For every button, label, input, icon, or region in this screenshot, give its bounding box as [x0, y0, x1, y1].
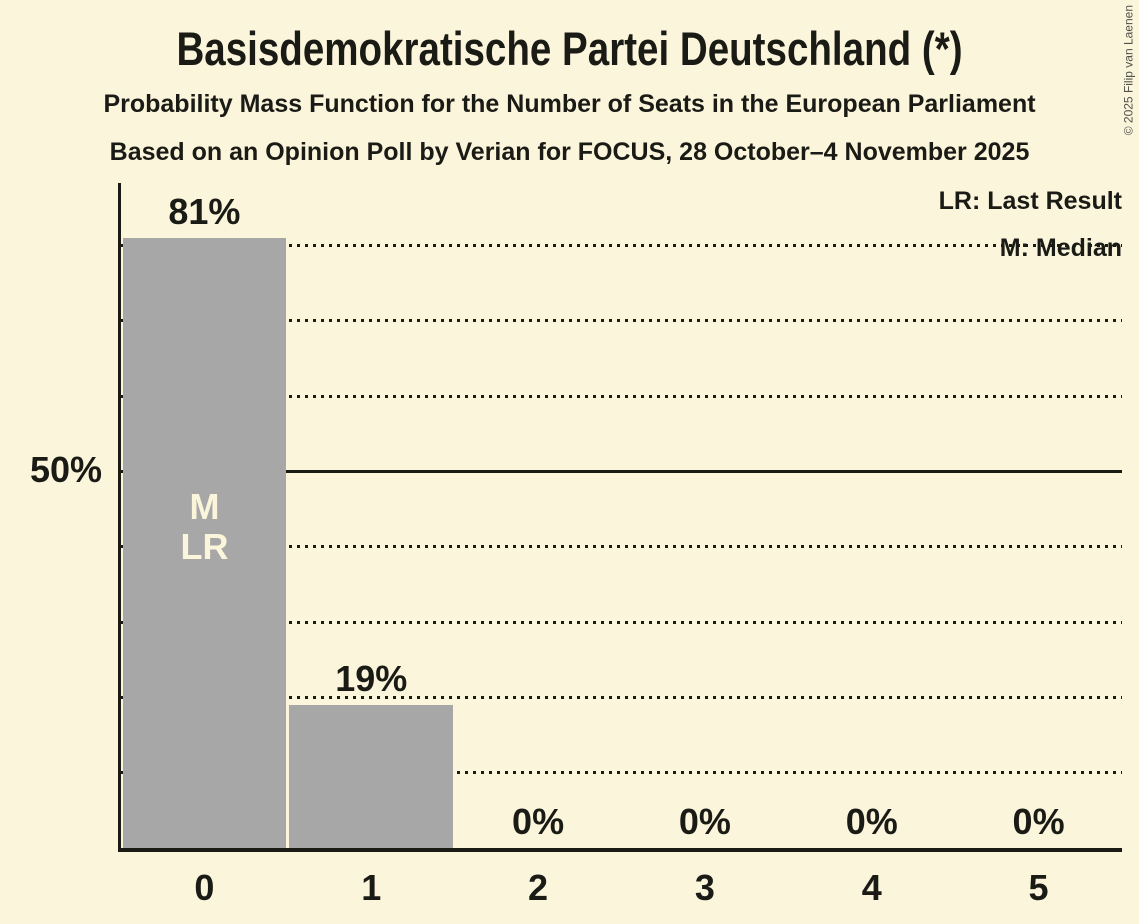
x-tick-label-0: 0 — [194, 867, 215, 908]
last-result-marker: LR — [180, 526, 229, 567]
plot-area: M LR 81% 19% 0% 0% 0% 0% — [121, 183, 1122, 848]
bar-value-label-3: 0% — [678, 801, 731, 842]
bar-value-label-0: 81% — [168, 191, 241, 233]
gridline-20 — [121, 695, 1122, 699]
x-tick-label-2: 2 — [528, 867, 549, 908]
gridline-50-solid — [121, 470, 1122, 473]
gridline-80 — [121, 244, 1122, 248]
y-axis-50-label: 50% — [29, 449, 102, 490]
x-tick-label-5: 5 — [1028, 867, 1049, 908]
chart-subtitle-pmf: Probability Mass Function for the Number… — [103, 90, 1036, 118]
gridline-70 — [121, 319, 1122, 323]
median-last-result-annotation: M LR — [121, 487, 288, 567]
chart-subtitle-poll: Based on an Opinion Poll by Verian for F… — [109, 138, 1030, 166]
bar-value-label-2: 0% — [512, 801, 565, 842]
x-tick-label-1: 1 — [361, 867, 382, 908]
copyright-notice: © 2025 Filip van Laenen — [1121, 5, 1135, 136]
bar-value-label-5: 0% — [1012, 801, 1065, 842]
bar-seats-1 — [289, 704, 454, 848]
gridline-30 — [121, 620, 1122, 624]
bar-value-label-1: 19% — [335, 657, 408, 699]
x-tick-label-4: 4 — [861, 867, 882, 908]
bar-seats-0 — [122, 238, 287, 848]
gridline-40 — [121, 545, 1122, 549]
legend-last-result: LR: Last Result — [938, 187, 1122, 215]
median-marker: M — [189, 486, 220, 527]
bar-value-label-4: 0% — [845, 801, 898, 842]
x-axis-line — [118, 848, 1122, 852]
x-axis-labels: 0 1 2 3 4 5 — [121, 866, 1122, 916]
legend-median: M: Median — [999, 234, 1122, 262]
gridline-10 — [121, 771, 1122, 775]
chart-title: Basisdemokratische Partei Deutschland (*… — [176, 22, 963, 75]
x-tick-label-3: 3 — [694, 867, 715, 908]
gridline-60 — [121, 394, 1122, 398]
y-axis-line — [118, 183, 121, 852]
